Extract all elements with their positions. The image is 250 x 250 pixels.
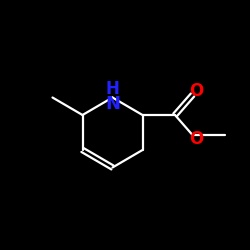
Text: O: O (189, 130, 204, 148)
Text: N: N (105, 95, 120, 113)
Text: H: H (106, 80, 120, 98)
Text: O: O (189, 82, 204, 100)
